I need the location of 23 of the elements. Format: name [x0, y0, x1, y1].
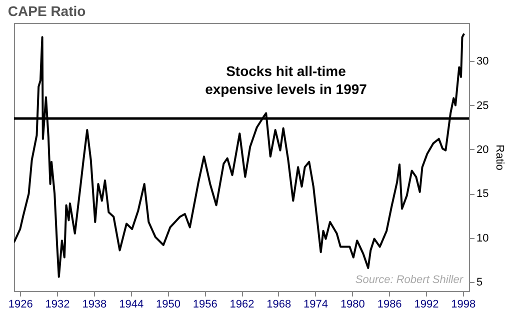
x-tick-label: 1926: [8, 298, 33, 310]
y-tick-label: 30: [476, 56, 489, 68]
chart-title: CAPE Ratio: [8, 3, 86, 19]
x-tick-label: 1962: [230, 298, 254, 310]
annotation: Source: Robert Shiller: [355, 274, 464, 286]
x-tick-label: 1932: [45, 298, 70, 310]
y-axis-title: Ratio: [494, 144, 506, 170]
x-tick-label: 1968: [266, 298, 292, 310]
x-tick-label: 1950: [156, 298, 180, 310]
x-tick-label: 1986: [377, 298, 402, 310]
annotation: Stocks hit all-time expensive levels in 1997: [205, 63, 368, 97]
y-tick-label: 15: [476, 188, 489, 200]
y-tick-label: 10: [476, 232, 489, 244]
y-tick-label: 5: [476, 276, 483, 289]
x-tick-label: 1944: [119, 298, 144, 310]
x-tick-label: 1992: [414, 298, 439, 310]
y-tick-label: 20: [476, 144, 489, 156]
x-tick-label: 1980: [340, 298, 365, 310]
x-tick-label: 1974: [304, 298, 328, 310]
x-tick-label: 1956: [192, 298, 218, 310]
x-tick-label: 1998: [451, 298, 476, 310]
x-tick-label: 1938: [82, 298, 107, 310]
y-tick-label: 25: [476, 100, 489, 112]
